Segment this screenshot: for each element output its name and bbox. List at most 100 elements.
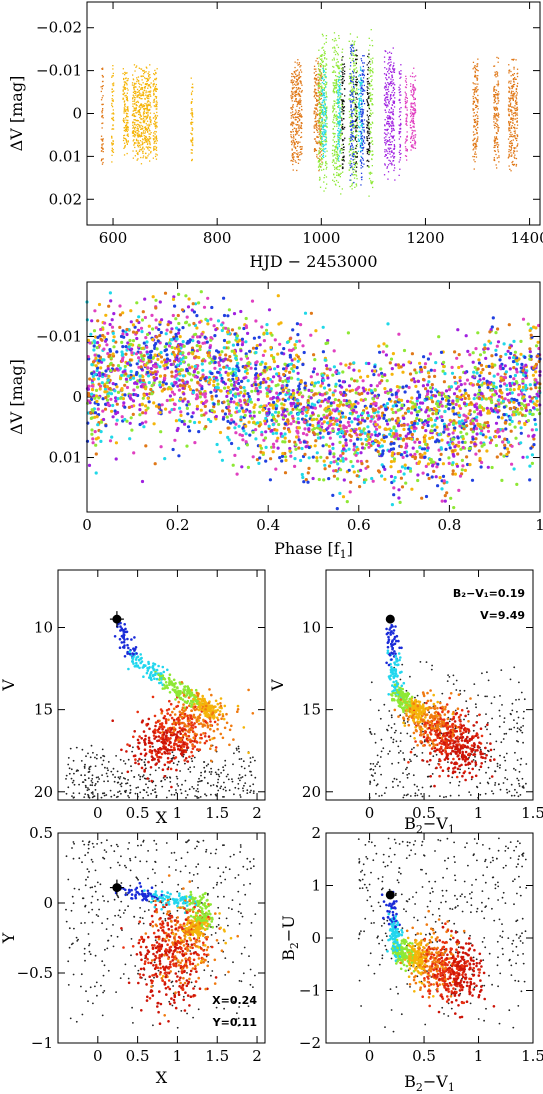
lightcurve-point bbox=[147, 148, 149, 150]
lightcurve-point bbox=[149, 102, 151, 104]
lightcurve-point bbox=[132, 127, 134, 129]
lightcurve-point bbox=[371, 104, 373, 106]
lightcurve-point bbox=[297, 101, 300, 103]
lightcurve-point bbox=[324, 119, 326, 122]
lightcurve-point bbox=[476, 117, 478, 120]
lightcurve-point bbox=[472, 139, 474, 142]
lightcurve-point bbox=[333, 135, 336, 137]
lightcurve-point bbox=[290, 107, 292, 109]
lightcurve-point bbox=[372, 68, 374, 70]
lightcurve-point bbox=[367, 150, 370, 152]
lightcurve-point bbox=[360, 125, 362, 127]
lightcurve-point bbox=[409, 75, 412, 77]
lightcurve-point bbox=[111, 143, 113, 145]
lightcurve-point bbox=[355, 101, 358, 103]
lightcurve-point bbox=[390, 70, 392, 73]
lightcurve-point bbox=[385, 149, 388, 151]
lightcurve-point bbox=[124, 103, 126, 105]
lightcurve-point bbox=[344, 95, 346, 97]
lightcurve-point bbox=[142, 120, 145, 122]
lightcurve-point bbox=[145, 71, 147, 73]
lightcurve-point bbox=[318, 79, 320, 81]
lightcurve-point bbox=[354, 164, 356, 167]
lightcurve-point bbox=[333, 92, 335, 94]
lightcurve-point bbox=[125, 97, 128, 99]
lightcurve-point bbox=[494, 115, 496, 118]
lightcurve-point bbox=[298, 95, 300, 97]
lightcurve-point bbox=[333, 57, 335, 59]
lightcurve-point bbox=[325, 136, 327, 139]
x-tick-label: 0.4 bbox=[256, 516, 280, 534]
lightcurve-point bbox=[319, 135, 321, 137]
lightcurve-point bbox=[475, 148, 477, 150]
lightcurve-point bbox=[473, 134, 475, 136]
lightcurve-point bbox=[300, 115, 302, 117]
lightcurve-point bbox=[498, 155, 500, 157]
lightcurve-point bbox=[413, 76, 415, 78]
lightcurve-point bbox=[138, 130, 140, 133]
lightcurve-point bbox=[339, 149, 341, 152]
phase-point bbox=[145, 340, 149, 344]
phase-point bbox=[136, 328, 141, 332]
lightcurve-point bbox=[324, 125, 326, 127]
lightcurve-point bbox=[361, 69, 364, 71]
lightcurve-point bbox=[413, 135, 415, 137]
lightcurve-point bbox=[338, 65, 340, 67]
lightcurve-point bbox=[298, 124, 300, 126]
lightcurve-point bbox=[323, 124, 325, 126]
lightcurve-point bbox=[325, 71, 327, 74]
lightcurve-point bbox=[369, 145, 371, 147]
lightcurve-point bbox=[341, 147, 343, 150]
lightcurve-point bbox=[493, 107, 495, 110]
lightcurve-point bbox=[156, 121, 158, 124]
lightcurve-point bbox=[137, 126, 139, 128]
lightcurve-point bbox=[300, 122, 303, 124]
lightcurve-point bbox=[299, 115, 301, 117]
lightcurve-point bbox=[353, 60, 355, 62]
lightcurve-point bbox=[326, 116, 328, 118]
lightcurve-point bbox=[336, 114, 338, 116]
lightcurve-point bbox=[392, 86, 395, 89]
lightcurve-point bbox=[323, 144, 326, 146]
lightcurve-point bbox=[362, 159, 364, 161]
lightcurve-point bbox=[321, 93, 323, 96]
lightcurve-point bbox=[147, 126, 149, 128]
lightcurve-point bbox=[477, 117, 479, 120]
lightcurve-point bbox=[340, 95, 342, 97]
lightcurve-point bbox=[339, 120, 341, 122]
lightcurve-point bbox=[320, 154, 323, 156]
lightcurve-point bbox=[351, 88, 353, 90]
lightcurve-point bbox=[350, 43, 352, 46]
lightcurve-point bbox=[359, 146, 362, 149]
lightcurve-point bbox=[474, 137, 476, 139]
lightcurve-point bbox=[140, 103, 143, 105]
lightcurve-point bbox=[292, 129, 294, 131]
lightcurve-point bbox=[153, 141, 156, 143]
phase-point bbox=[341, 403, 345, 407]
lightcurve-point bbox=[145, 156, 147, 158]
lightcurve-point bbox=[317, 89, 319, 91]
lightcurve-point bbox=[385, 77, 387, 79]
phase-point bbox=[445, 480, 449, 484]
phase-point bbox=[508, 422, 512, 426]
phase-point bbox=[366, 391, 370, 395]
lightcurve-point bbox=[191, 113, 194, 115]
lightcurve-point bbox=[350, 161, 352, 163]
lightcurve-point bbox=[152, 135, 154, 137]
lightcurve-point bbox=[111, 150, 114, 153]
lightcurve-point bbox=[355, 83, 357, 86]
lightcurve-point bbox=[367, 104, 370, 106]
lightcurve-point bbox=[322, 148, 324, 150]
lightcurve-point bbox=[473, 126, 475, 128]
lightcurve-point bbox=[476, 89, 478, 91]
lightcurve-point bbox=[191, 144, 194, 146]
lightcurve-point bbox=[495, 97, 497, 99]
lightcurve-point bbox=[512, 59, 514, 61]
phase-point bbox=[128, 437, 132, 441]
lightcurve-point bbox=[343, 106, 346, 108]
lightcurve-point bbox=[146, 96, 148, 98]
lightcurve-point bbox=[392, 111, 394, 113]
lightcurve-point bbox=[361, 94, 364, 96]
lightcurve-point bbox=[510, 85, 513, 87]
lightcurve-point bbox=[409, 121, 412, 123]
